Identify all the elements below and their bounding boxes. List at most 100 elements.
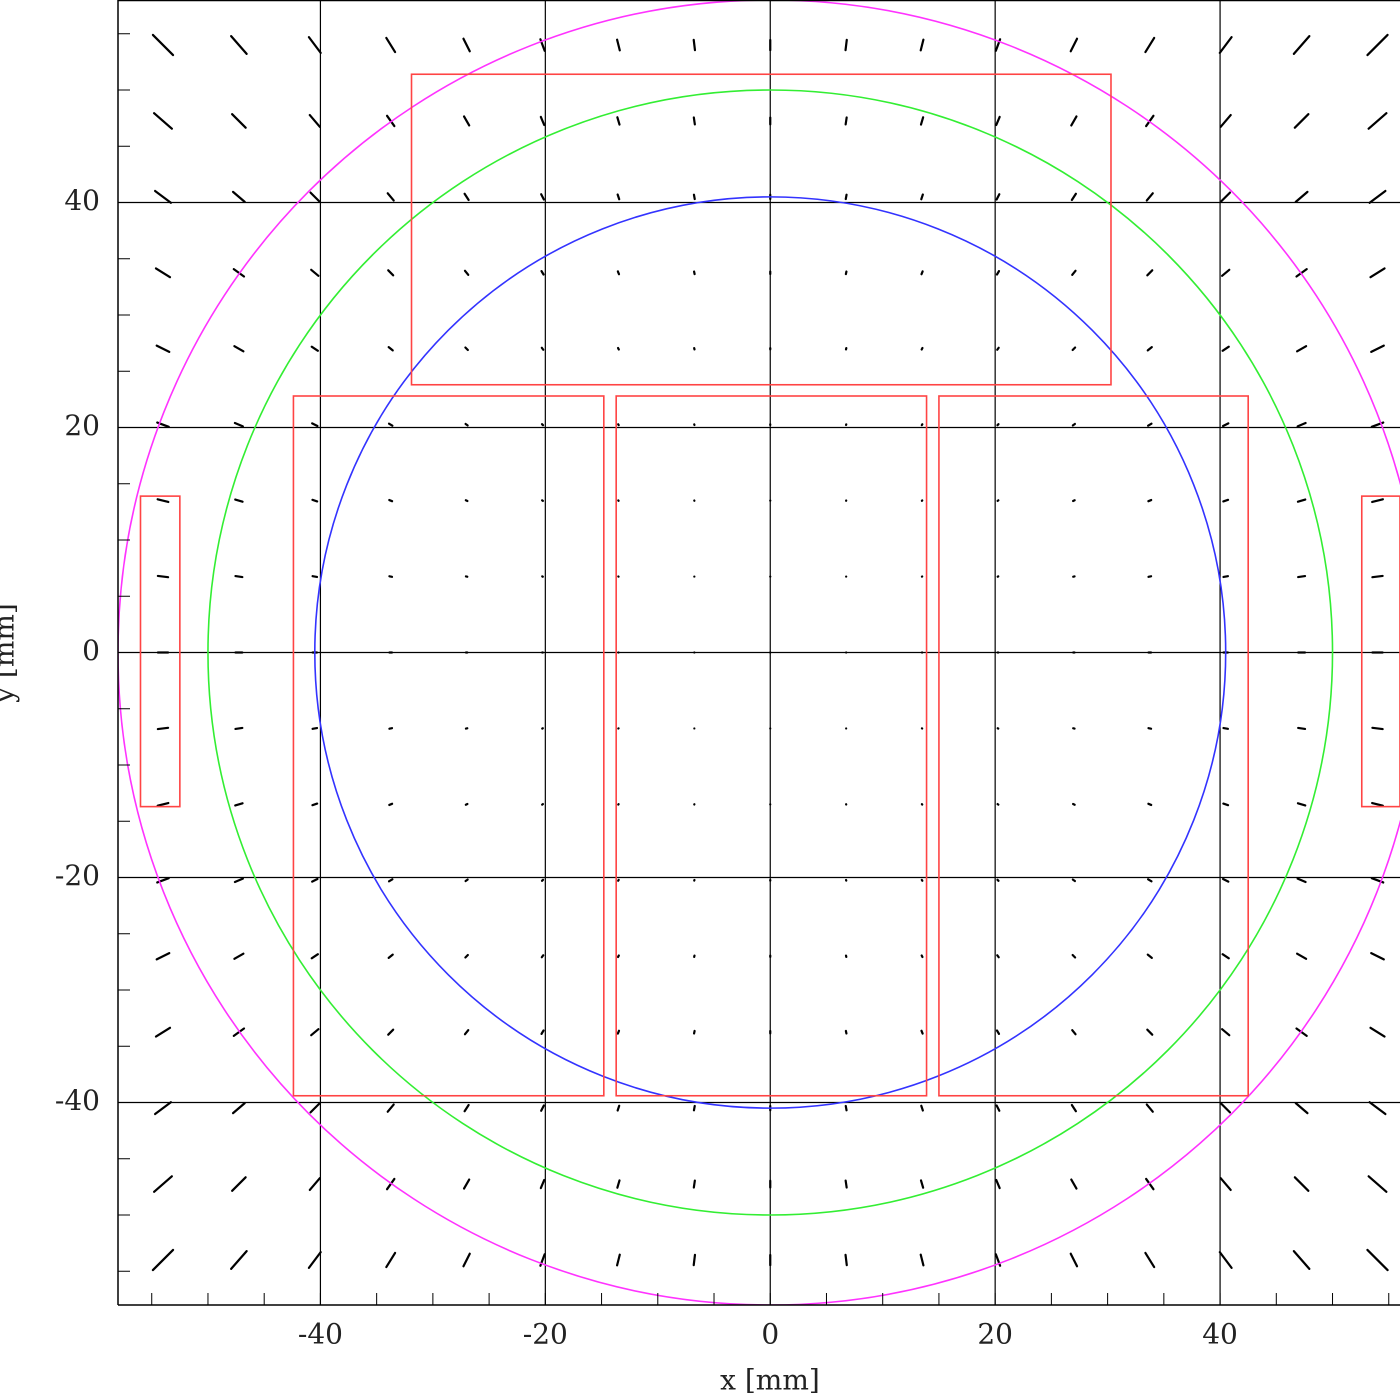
vector bbox=[1147, 802, 1153, 807]
vector bbox=[1221, 877, 1230, 883]
vector bbox=[1071, 269, 1077, 276]
vector bbox=[388, 727, 394, 730]
vector bbox=[540, 878, 545, 882]
vector bbox=[692, 1104, 696, 1112]
vector bbox=[920, 423, 924, 427]
y-tick-label: 40 bbox=[64, 184, 100, 217]
vector bbox=[995, 193, 1001, 201]
vector bbox=[310, 1028, 320, 1037]
vector bbox=[844, 1104, 848, 1112]
vector bbox=[1369, 1026, 1386, 1038]
vector bbox=[1367, 112, 1388, 130]
vector bbox=[311, 802, 319, 807]
vector bbox=[1370, 344, 1385, 353]
vector bbox=[844, 193, 848, 201]
x-axis-label: x [mm] bbox=[720, 1364, 820, 1397]
vector bbox=[692, 116, 696, 126]
vector bbox=[464, 953, 469, 959]
vector bbox=[995, 115, 1001, 127]
vector bbox=[388, 575, 394, 578]
vector bbox=[308, 1177, 321, 1192]
vector bbox=[1221, 345, 1230, 352]
vector bbox=[996, 423, 1000, 427]
vector bbox=[463, 1103, 470, 1113]
vector bbox=[1069, 37, 1079, 53]
vector bbox=[1296, 345, 1308, 353]
vector bbox=[1222, 802, 1230, 807]
vector bbox=[1218, 1251, 1233, 1269]
vector bbox=[310, 268, 320, 277]
vector bbox=[1296, 952, 1308, 960]
vector bbox=[1297, 726, 1307, 731]
vector bbox=[996, 499, 1000, 503]
x-tick-label: 0 bbox=[761, 1318, 779, 1351]
vector bbox=[616, 270, 621, 276]
vector bbox=[920, 878, 924, 882]
vector bbox=[308, 113, 321, 128]
vector bbox=[1221, 953, 1230, 960]
vector bbox=[539, 115, 546, 127]
vector bbox=[1069, 1252, 1079, 1268]
vector bbox=[156, 726, 170, 731]
vector bbox=[616, 346, 620, 351]
vector bbox=[844, 1029, 848, 1035]
vector bbox=[844, 38, 848, 52]
y-tick-label: 20 bbox=[64, 409, 100, 442]
vector bbox=[1146, 953, 1153, 959]
vector bbox=[387, 269, 395, 277]
vector bbox=[385, 1251, 397, 1269]
vector bbox=[1147, 498, 1153, 503]
vector bbox=[387, 953, 394, 959]
vector bbox=[309, 191, 321, 203]
y-axis-label: y [mm] bbox=[0, 603, 21, 704]
vector bbox=[154, 189, 172, 204]
outlines bbox=[118, 0, 1400, 1305]
vector bbox=[464, 346, 469, 352]
vector bbox=[155, 344, 171, 353]
vector bbox=[920, 346, 924, 351]
vector bbox=[1294, 190, 1309, 203]
vector bbox=[996, 802, 1000, 806]
vector bbox=[311, 422, 319, 428]
vector bbox=[388, 802, 394, 807]
vector bbox=[1146, 269, 1154, 277]
vector bbox=[615, 38, 621, 52]
vector bbox=[844, 270, 848, 276]
vector bbox=[310, 345, 319, 352]
x-tick-label: 40 bbox=[1202, 1318, 1238, 1351]
vector bbox=[920, 1104, 924, 1112]
axes bbox=[117, 0, 1400, 1306]
vector bbox=[230, 35, 248, 55]
vector bbox=[692, 1029, 696, 1035]
y-tick-label: -40 bbox=[55, 1084, 100, 1117]
vector bbox=[1071, 878, 1076, 883]
rectangle bbox=[139, 495, 181, 808]
vector bbox=[385, 36, 397, 54]
vector bbox=[1144, 36, 1156, 54]
vector bbox=[1070, 115, 1078, 127]
vector bbox=[234, 574, 244, 579]
vector bbox=[1366, 1248, 1389, 1272]
vector bbox=[387, 422, 394, 427]
vector bbox=[1371, 498, 1384, 504]
vector bbox=[1221, 422, 1230, 428]
vector bbox=[1371, 574, 1384, 579]
vector bbox=[541, 499, 545, 503]
vector bbox=[154, 267, 172, 279]
vector bbox=[388, 498, 394, 503]
vector bbox=[462, 115, 471, 127]
vector bbox=[234, 802, 244, 807]
vector bbox=[919, 38, 925, 52]
vector bbox=[310, 953, 319, 960]
vector bbox=[1371, 801, 1384, 807]
vector bbox=[463, 1029, 470, 1036]
x-tick-label: -20 bbox=[523, 1318, 568, 1351]
vector bbox=[1222, 498, 1230, 503]
vector bbox=[1222, 575, 1229, 579]
vector bbox=[387, 1028, 395, 1036]
vector bbox=[1368, 189, 1387, 204]
rectangle bbox=[292, 395, 605, 1097]
vector bbox=[152, 1175, 173, 1193]
vector bbox=[386, 192, 395, 202]
